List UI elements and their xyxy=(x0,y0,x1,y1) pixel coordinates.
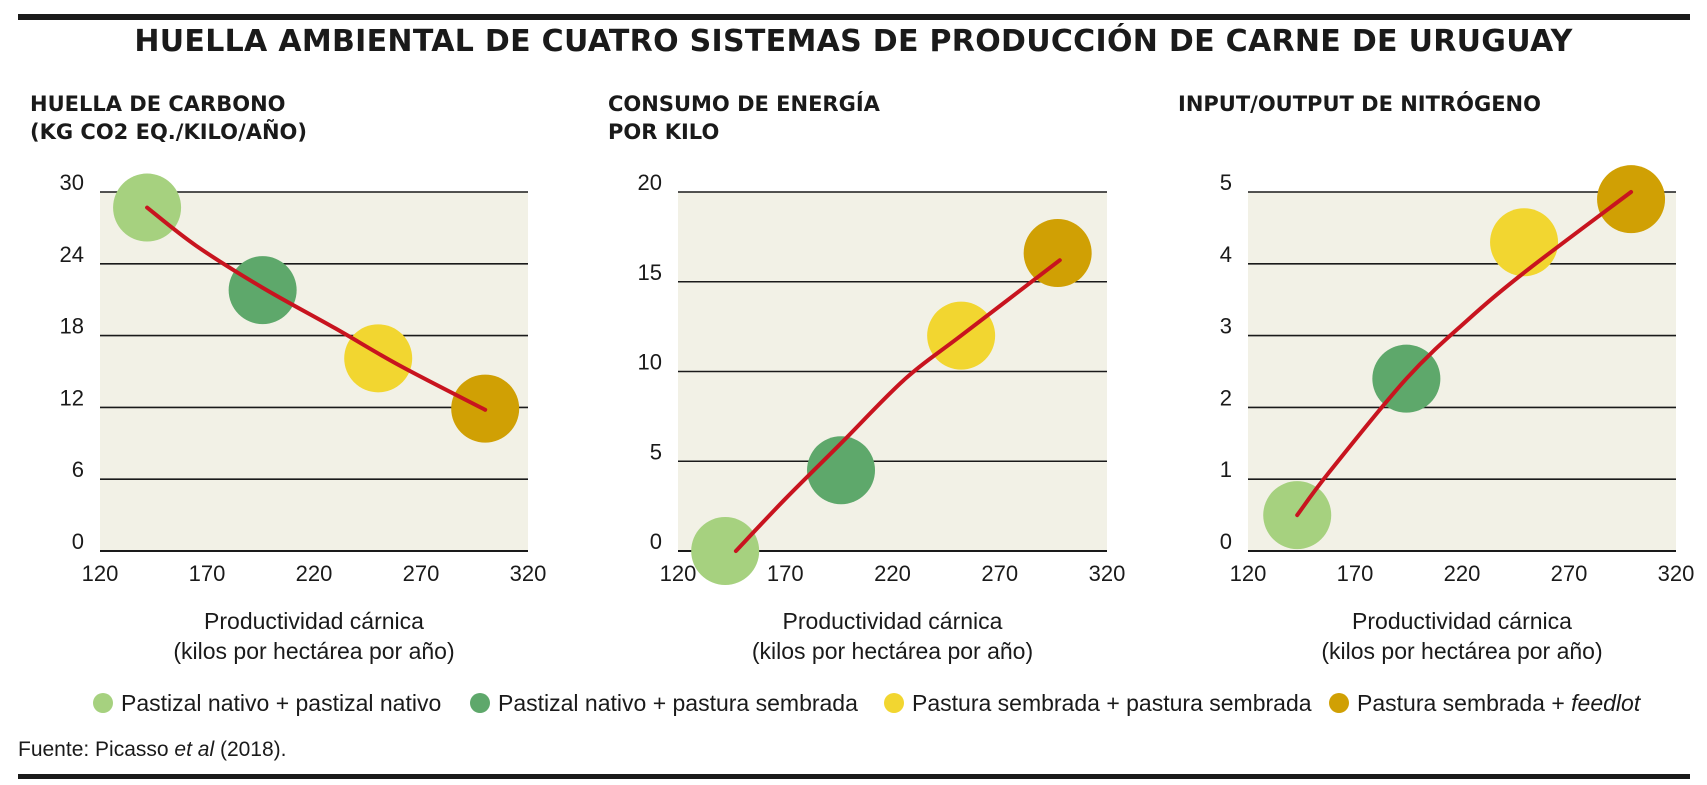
y-tick-label: 4 xyxy=(1220,242,1232,267)
x-tick-label: 270 xyxy=(1551,561,1588,586)
y-tick-label: 12 xyxy=(60,385,84,410)
legend-label: Pastizal nativo + pastura sembrada xyxy=(498,689,858,716)
trend-curve xyxy=(733,258,1062,553)
legend-dot-icon xyxy=(470,693,490,713)
top-rule xyxy=(18,14,1690,20)
legend-label: Pastizal nativo + pastizal nativo xyxy=(121,689,442,716)
y-tick-label: 2 xyxy=(1220,385,1232,410)
legend-label-italic: feedlot xyxy=(1571,689,1641,716)
data-point xyxy=(807,436,876,505)
x-tick-label: 270 xyxy=(403,561,440,586)
main-title: HUELLA AMBIENTAL DE CUATRO SISTEMAS DE P… xyxy=(134,24,1573,59)
legend-item: Pastura sembrada + pastura sembrada xyxy=(884,686,1312,720)
y-tick-label: 5 xyxy=(1220,170,1232,195)
panel-title-line: POR KILO xyxy=(608,120,720,144)
legend-label: Pastura sembrada + feedlot xyxy=(1357,690,1640,717)
x-tick-label: 320 xyxy=(1658,561,1695,586)
x-tick-label: 170 xyxy=(1337,561,1374,586)
source-note: Fuente: Picasso et al (2018). xyxy=(18,738,287,762)
bottom-rule xyxy=(18,774,1690,779)
plot-area xyxy=(100,192,528,551)
x-tick-label: 120 xyxy=(1230,561,1267,586)
x-tick-label: 220 xyxy=(874,561,911,586)
y-tick-label: 24 xyxy=(60,242,84,267)
legend: Pastizal nativo + pastizal nativo Pastiz… xyxy=(0,686,1707,720)
legend-label-prefix: Pastura sembrada + xyxy=(1357,689,1572,716)
x-axis-label: (kilos por hectárea por año) xyxy=(173,638,454,664)
x-axis-label: (kilos por hectárea por año) xyxy=(1321,638,1602,664)
y-tick-label: 18 xyxy=(60,314,84,339)
legend-item: Pastizal nativo + pastizal nativo xyxy=(93,686,441,720)
panel-title-line: CONSUMO DE ENERGÍA xyxy=(608,92,880,116)
x-tick-label: 220 xyxy=(1444,561,1481,586)
y-tick-label: 30 xyxy=(60,170,84,195)
x-tick-label: 120 xyxy=(660,561,697,586)
x-tick-label: 320 xyxy=(1089,561,1126,586)
source-prefix: Fuente: Picasso xyxy=(18,738,175,761)
x-tick-label: 320 xyxy=(510,561,547,586)
x-tick-label: 120 xyxy=(82,561,119,586)
x-tick-label: 270 xyxy=(981,561,1018,586)
x-tick-label: 170 xyxy=(189,561,226,586)
x-axis-label: Productividad cárnica xyxy=(783,608,1003,634)
y-tick-label: 0 xyxy=(1220,529,1232,554)
legend-item: Pastizal nativo + pastura sembrada xyxy=(470,686,858,720)
y-tick-label: 0 xyxy=(72,529,84,554)
legend-dot-icon xyxy=(93,693,113,713)
y-tick-label: 5 xyxy=(650,439,662,464)
x-tick-label: 170 xyxy=(767,561,804,586)
data-point xyxy=(1597,165,1666,234)
panel-title-carbon: HUELLA DE CARBONO (KG CO2 EQ./KILO/AÑO) xyxy=(30,90,307,146)
panel-title-nitrogen: INPUT/OUTPUT DE NITRÓGENO xyxy=(1178,90,1541,118)
panel-title-line: HUELLA DE CARBONO xyxy=(30,92,286,116)
data-point xyxy=(1490,208,1559,277)
legend-label: Pastura sembrada + pastura sembrada xyxy=(912,689,1312,716)
panel-title-line: (KG CO2 EQ./KILO/AÑO) xyxy=(30,120,307,144)
data-point xyxy=(691,517,760,585)
x-tick-label: 220 xyxy=(296,561,333,586)
panel-title-line: INPUT/OUTPUT DE NITRÓGENO xyxy=(1178,92,1541,116)
data-point xyxy=(344,324,413,393)
panel-title-energy: CONSUMO DE ENERGÍA POR KILO xyxy=(608,90,880,146)
source-suffix: (2018). xyxy=(214,738,287,761)
data-point xyxy=(228,256,297,325)
legend-dot-icon xyxy=(1329,693,1349,713)
legend-item: Pastura sembrada + feedlot xyxy=(1329,686,1640,720)
legend-dot-icon xyxy=(884,693,904,713)
data-point xyxy=(1023,219,1092,288)
source-italic: et al xyxy=(174,738,215,761)
trend-curve xyxy=(145,205,488,412)
y-tick-label: 15 xyxy=(638,260,662,285)
x-axis-label: Productividad cárnica xyxy=(1352,608,1572,634)
y-tick-label: 1 xyxy=(1220,457,1232,482)
trend-curve xyxy=(1295,190,1634,518)
y-tick-label: 20 xyxy=(638,170,662,195)
x-axis-label: Productividad cárnica xyxy=(204,608,424,634)
y-tick-label: 3 xyxy=(1220,314,1232,339)
y-tick-label: 0 xyxy=(650,529,662,554)
y-tick-label: 10 xyxy=(638,350,662,375)
x-axis-label: (kilos por hectárea por año) xyxy=(752,638,1033,664)
y-tick-label: 6 xyxy=(72,457,84,482)
